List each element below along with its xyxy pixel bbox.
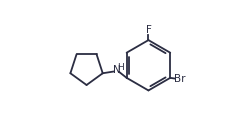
Text: N: N xyxy=(113,65,120,75)
Text: Br: Br xyxy=(174,74,186,84)
Text: H: H xyxy=(117,63,124,72)
Text: F: F xyxy=(145,25,151,35)
